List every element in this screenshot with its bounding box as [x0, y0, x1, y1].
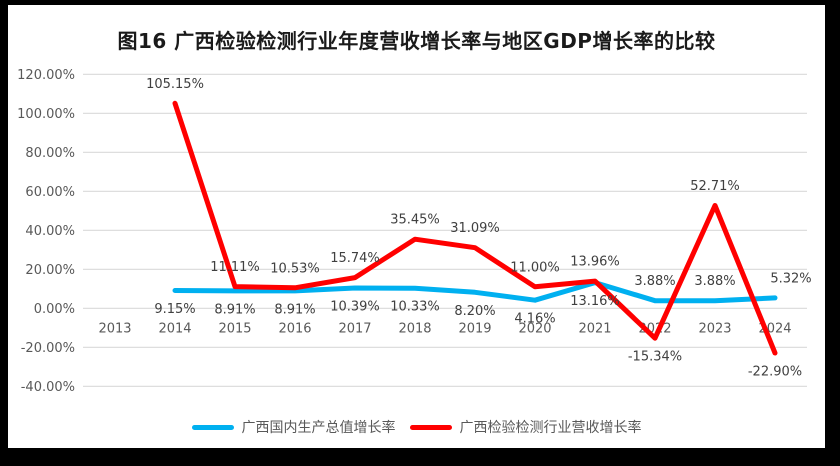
data-label: 10.33% [390, 300, 440, 315]
data-label: 52.71% [690, 179, 740, 194]
plot-area: 120.00% 100.00% 80.00% 60.00% 40.00% 20.00% 0.… [17, 68, 812, 395]
x-axis-tick-label: 2013 [98, 322, 131, 337]
data-label: 105.15% [146, 77, 204, 92]
x-axis-tick-label: 2020 [518, 322, 551, 337]
data-label: 8.91% [214, 302, 255, 317]
legend-item-revenue: 广西检验检测行业营收增长率 [409, 417, 642, 437]
legend: 广西国内生产总值增长率 广西检验检测行业营收增长率 [8, 417, 825, 437]
data-label: 11.11% [210, 260, 260, 275]
data-label: 5.32% [770, 271, 811, 286]
data-label: 10.39% [330, 300, 380, 315]
x-axis-tick-label: 2017 [338, 322, 371, 337]
y-axis-tick-label: 60.00% [25, 185, 75, 200]
series-line-0 [172, 280, 778, 304]
chart-panel: 120.00% 100.00% 80.00% 60.00% 40.00% 20.00% 0.… [8, 5, 825, 448]
y-axis-tick-label: 40.00% [25, 224, 75, 239]
data-label: 3.88% [694, 274, 735, 289]
y-axis-tick-label: -40.00% [21, 380, 75, 395]
data-label: 8.20% [454, 304, 495, 319]
data-label: 15.74% [330, 251, 380, 266]
x-axis-tick-label: 2016 [278, 322, 311, 337]
y-axis-tick-label: 20.00% [25, 263, 75, 278]
y-axis-tick-label: 100.00% [17, 107, 75, 122]
legend-item-gdp: 广西国内生产总值增长率 [191, 417, 396, 437]
data-label: -15.34% [628, 350, 682, 365]
data-label: 13.96% [570, 255, 620, 270]
x-axis-tick-label: 2023 [698, 322, 731, 337]
series-line-1 [172, 100, 778, 356]
data-label: 13.16% [570, 294, 620, 309]
data-label: 31.09% [450, 221, 500, 236]
x-axis-tick-label: 2014 [158, 322, 191, 337]
x-axis-tick-label: 2018 [398, 322, 431, 337]
legend-label-gdp: 广西国内生产总值增长率 [241, 420, 396, 436]
data-label: 35.45% [390, 213, 440, 228]
x-axis-tick-label: 2019 [458, 322, 491, 337]
revenue-line-swatch-icon [409, 424, 452, 430]
x-axis-tick-label: 2021 [578, 322, 611, 337]
x-axis-tick-label: 2015 [218, 322, 251, 337]
y-axis-tick-label: -20.00% [21, 341, 75, 356]
chart-title: 图16 广西检验检测行业年度营收增长率与地区GDP增长率的比较 [117, 29, 716, 53]
gdp-line-swatch-icon [191, 424, 234, 430]
legend-label-revenue: 广西检验检测行业营收增长率 [459, 420, 642, 436]
data-label: 9.15% [154, 302, 195, 317]
data-label: 3.88% [634, 274, 675, 289]
y-axis-tick-label: 0.00% [34, 302, 75, 317]
y-axis-tick-label: 120.00% [17, 68, 75, 83]
data-label: 4.16% [514, 312, 555, 327]
data-label: -22.90% [748, 365, 802, 380]
data-label: 8.91% [274, 302, 315, 317]
y-axis-tick-label: 80.00% [25, 146, 75, 161]
data-label: 11.00% [510, 260, 560, 275]
data-label: 10.53% [270, 261, 320, 276]
